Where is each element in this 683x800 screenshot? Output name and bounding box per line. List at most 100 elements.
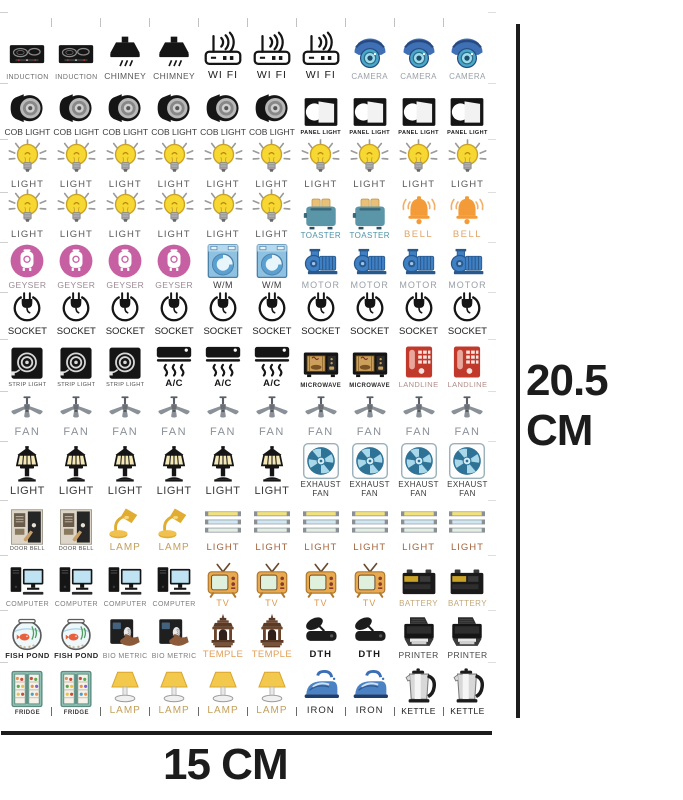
- sticker-label: LANDLINE: [398, 380, 439, 390]
- computer-icon: [150, 556, 199, 600]
- sticker-cell: LAMP: [101, 501, 150, 556]
- bulb-icon: [3, 189, 52, 229]
- sticker-cell: KETTLE: [393, 663, 443, 719]
- sticker-cell: CHIMNEY: [149, 13, 199, 84]
- fridge-icon: [52, 663, 101, 709]
- sticker-label: FRIDGE: [63, 709, 89, 716]
- sticker-cell: DOOR BELL: [52, 501, 101, 556]
- table-lamp-icon: [150, 663, 199, 705]
- sticker-cell: COB LIGHT: [3, 84, 52, 140]
- sheet-row: SOCKET SOCKET SOCKET SOCKET SOCKET SOCKET SOCK…: [0, 292, 496, 340]
- sticker-cell: SOCKET: [394, 292, 443, 340]
- sticker-cell: LIGHT: [247, 442, 296, 501]
- width-dimension-label: 15 CM: [163, 740, 289, 789]
- sticker-label: FAN: [210, 426, 236, 439]
- sticker-cell: COMPUTER: [150, 556, 199, 611]
- sticker-cell: FAN: [101, 392, 150, 442]
- sticker-cell: COMPUTER: [3, 556, 52, 611]
- sticker-cell: FAN: [394, 392, 443, 442]
- sheet-row: LIGHT LIGHT LIGHT LIGHT LIGHT LIGHT TOASTER TOA…: [0, 189, 496, 243]
- sticker-label: A/C: [165, 378, 183, 390]
- sticker-label: IRON: [306, 705, 335, 717]
- kettle-icon: [443, 663, 492, 706]
- sheet-row: STRIP LIGHT STRIP LIGHT STRIP LIGHT A/C A/C A…: [0, 339, 496, 392]
- sheet-row: FISH POND FISH POND BIO METRIC BIO METRIC TE…: [0, 610, 496, 663]
- sheet-row: FRIDGE FRIDGE LAMP LAMP LAMP LAMP IRON IRON KETT…: [0, 662, 496, 719]
- induction-icon: [3, 13, 52, 73]
- sticker-label: PANEL LIGHT: [398, 130, 439, 137]
- lantern-icon: [3, 442, 52, 485]
- sticker-label: LIGHT: [304, 179, 338, 191]
- sticker-cell: WI FI: [246, 13, 296, 84]
- sticker-label: FAN: [14, 426, 41, 439]
- sticker-cell: SOCKET: [296, 292, 345, 340]
- sticker-label: LIGHT: [450, 179, 484, 191]
- sticker-cell: LIGHT: [296, 139, 345, 193]
- bulb-icon: [199, 189, 248, 229]
- sticker-label: FAN: [112, 426, 139, 439]
- sticker-cell: LAMP: [246, 663, 296, 719]
- sticker-label: WI FI: [305, 68, 336, 81]
- sticker-cell: EXHAUST FAN: [394, 442, 443, 501]
- sticker-cell: SOCKET: [3, 292, 52, 340]
- sticker-cell: LIGHT: [101, 139, 150, 193]
- fan-icon: [394, 392, 443, 426]
- sticker-label: IRON: [355, 705, 384, 717]
- sticker-label: BATTERY: [399, 598, 439, 608]
- sheet-row: COB LIGHT COB LIGHT COB LIGHT COB LIGHT COB …: [0, 83, 496, 140]
- sticker-cell: INDUCTION: [51, 13, 101, 84]
- sticker-cell: CAMERA: [344, 13, 394, 84]
- sheet-row: DOOR BELL DOOR BELL LAMP LAMP LIGHT LIGHT LIGH…: [0, 500, 496, 556]
- exhaust-fan-icon: [296, 442, 345, 480]
- sticker-cell: IRON: [295, 663, 345, 719]
- sticker-cell: LIGHT: [247, 501, 296, 556]
- sticker-cell: TV: [199, 556, 248, 611]
- sticker-cell: SOCKET: [150, 292, 199, 340]
- sticker-label: DOOR BELL: [9, 546, 45, 553]
- sticker-cell: FAN: [296, 392, 345, 442]
- strip-light-icon: [101, 340, 150, 382]
- sticker-cell: LIGHT: [150, 442, 199, 501]
- sticker-cell: PANEL LIGHT: [394, 84, 443, 140]
- computer-icon: [101, 556, 150, 600]
- sticker-label: TV: [265, 597, 279, 608]
- sticker-label: COMPUTER: [103, 600, 147, 608]
- sticker-label: LIGHT: [157, 229, 191, 241]
- sheet-row: FAN FAN FAN FAN FAN FAN FAN FAN FAN FAN: [0, 391, 496, 442]
- sticker-cell: STRIP LIGHT: [101, 340, 150, 392]
- sticker-cell: FAN: [247, 392, 296, 442]
- bulb-icon: [150, 139, 199, 179]
- sticker-cell: FAN: [52, 392, 101, 442]
- tube-light-icon: [199, 501, 248, 542]
- sticker-label: TV: [362, 597, 377, 608]
- sticker-cell: COMPUTER: [101, 556, 150, 611]
- sticker-label: W/M: [213, 279, 233, 290]
- ac-icon: [150, 340, 199, 378]
- sticker-cell: SOCKET: [443, 292, 492, 340]
- sticker-cell: LIGHT: [199, 139, 248, 193]
- tube-light-icon: [247, 501, 296, 542]
- cob-light-icon: [247, 84, 296, 127]
- sticker-label: DOOR BELL: [58, 546, 94, 553]
- exhaust-fan-icon: [345, 442, 394, 480]
- sticker-label: SOCKET: [7, 326, 47, 338]
- sticker-cell: LIGHT: [443, 139, 492, 193]
- sticker-cell: LIGHT: [199, 189, 248, 243]
- cob-light-icon: [150, 84, 199, 127]
- sticker-label: LIGHT: [402, 542, 436, 554]
- fan-icon: [296, 392, 345, 426]
- lantern-icon: [150, 442, 199, 485]
- sticker-label: LIGHT: [108, 229, 142, 241]
- sticker-cell: EXHAUST FAN: [296, 442, 345, 501]
- sticker-label: SOCKET: [350, 326, 390, 338]
- bulb-icon: [101, 139, 150, 179]
- printer-icon: [443, 611, 492, 650]
- sticker-cell: CAMERA: [442, 13, 492, 84]
- motor-icon: [345, 243, 394, 280]
- sticker-label: STRIP LIGHT: [8, 382, 47, 389]
- sticker-cell: GEYSER: [3, 243, 52, 293]
- computer-icon: [52, 556, 101, 600]
- sticker-label: LIGHT: [353, 179, 387, 191]
- sticker-label: LIGHT: [10, 229, 44, 241]
- sticker-label: BIO METRIC: [151, 652, 197, 660]
